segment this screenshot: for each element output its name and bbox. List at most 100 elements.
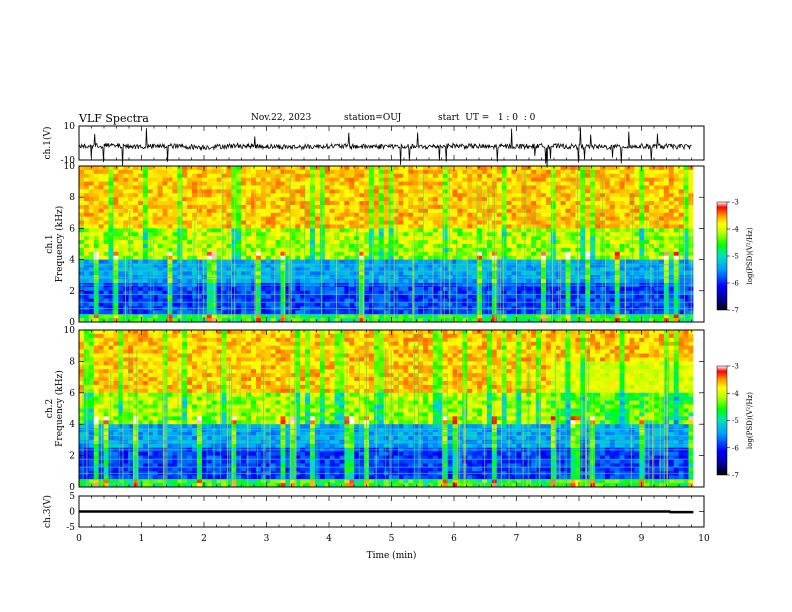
psd-cell (359, 181, 365, 186)
psd-cell (580, 318, 586, 323)
psd-cell (349, 310, 355, 315)
psd-cell (614, 279, 621, 284)
psd-cell (477, 197, 483, 202)
psd-cell (521, 232, 527, 237)
psd-cell (172, 173, 178, 179)
psd-cell (403, 201, 409, 206)
psd-cell (467, 279, 473, 284)
psd-cell (388, 314, 394, 319)
psd-cell (98, 185, 104, 190)
psd-cell (221, 255, 227, 260)
psd-cell (373, 302, 380, 307)
psd-cell (349, 236, 355, 241)
psd-cell (251, 189, 257, 194)
psd-cell (137, 251, 144, 257)
psd-cell (619, 205, 625, 210)
psd-cell (182, 267, 188, 272)
psd-cell (634, 279, 640, 284)
psd-cell (550, 271, 557, 276)
psd-cell (541, 290, 547, 296)
psd-cell (334, 189, 340, 194)
psd-cell (334, 232, 340, 237)
psd-cell (418, 247, 424, 253)
psd-cell (118, 263, 124, 268)
psd-cell (452, 169, 458, 175)
psd-cell (496, 318, 503, 323)
psd-cell (477, 259, 483, 264)
psd-cell (668, 267, 675, 272)
psd-cell (398, 240, 404, 245)
psd-cell (673, 185, 680, 190)
psd-cell (201, 232, 208, 237)
psd-cell (673, 173, 680, 179)
psd-cell (506, 224, 512, 229)
psd-cell (93, 197, 100, 202)
psd-cell (241, 208, 247, 214)
psd-cell (251, 205, 257, 210)
psd-cell (472, 279, 478, 284)
psd-cell (147, 236, 154, 241)
psd-cell (344, 197, 350, 202)
psd-cell (570, 286, 576, 292)
psd-cell (501, 294, 508, 299)
psd-cell (251, 240, 257, 245)
psd-cell (477, 290, 483, 296)
psd-cell (511, 302, 517, 307)
psd-cell (368, 314, 375, 319)
psd-cell (359, 208, 365, 214)
psd-cell (452, 263, 458, 268)
psd-cell (364, 173, 370, 179)
psd-cell (270, 302, 277, 307)
psd-cell (251, 208, 257, 214)
psd-cell (246, 255, 252, 260)
psd-cell (359, 216, 365, 221)
psd-cell (467, 236, 473, 241)
psd-cell (663, 267, 670, 272)
psd-cell (260, 208, 267, 214)
psd-cell (604, 244, 611, 249)
psd-cell (437, 318, 444, 323)
psd-cell (536, 244, 542, 249)
psd-cell (649, 240, 655, 245)
psd-cell (423, 228, 429, 233)
psd-cell (683, 212, 689, 218)
psd-cell (388, 169, 394, 175)
psd-cell (290, 181, 296, 186)
psd-cell (388, 247, 394, 253)
psd-cell (521, 236, 527, 241)
psd-cell (536, 267, 542, 272)
psd-cell (560, 197, 566, 202)
psd-cell (83, 216, 90, 221)
psd-cell (251, 302, 257, 307)
psd-cell (437, 251, 444, 257)
psd-cell (108, 205, 114, 210)
psd-cell (162, 208, 168, 214)
psd-cell (442, 216, 449, 221)
psd-cell (339, 205, 345, 210)
psd-cell (624, 294, 630, 299)
psd-cell (639, 166, 645, 171)
psd-cell (290, 310, 296, 315)
psd-cell (368, 271, 375, 276)
psd-cell (427, 220, 434, 225)
psd-cell (673, 216, 680, 221)
psd-cell (457, 193, 463, 198)
psd-cell (329, 173, 335, 179)
psd-cell (310, 189, 316, 194)
psd-cell (658, 232, 665, 237)
psd-cell (142, 177, 149, 182)
psd-cell (663, 228, 670, 233)
psd-cell (423, 177, 429, 182)
psd-cell (619, 232, 625, 237)
psd-cell (673, 310, 680, 315)
psd-cell (206, 216, 213, 221)
psd-cell (118, 255, 124, 260)
psd-cell (432, 173, 439, 179)
psd-cell (93, 193, 100, 198)
psd-cell (575, 169, 581, 175)
psd-cell (418, 302, 424, 307)
psd-cell (201, 279, 208, 284)
psd-cell (192, 212, 198, 218)
psd-cell (359, 298, 365, 303)
psd-cell (585, 302, 591, 307)
